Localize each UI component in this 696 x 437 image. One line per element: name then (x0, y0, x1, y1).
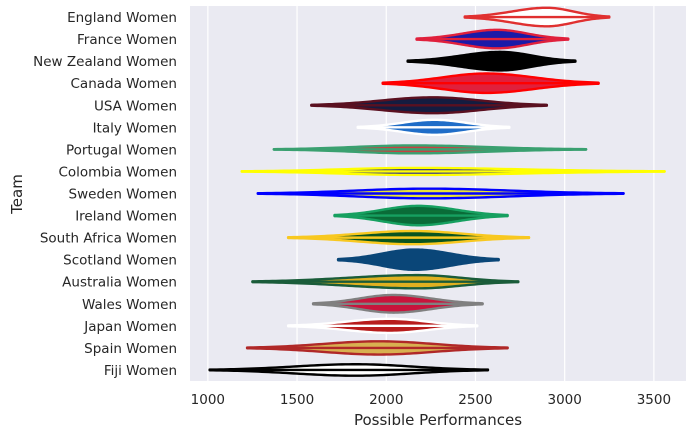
x-tick-label: 2000 (369, 392, 403, 408)
y-tick-label: Canada Women (71, 76, 178, 92)
y-tick-labels: England Women France Women New Zealand Wom… (33, 10, 177, 379)
y-tick-label: Spain Women (84, 341, 177, 357)
y-tick-label: Scotland Women (63, 253, 177, 269)
y-tick-label: USA Women (94, 98, 177, 114)
y-tick-label: Japan Women (83, 319, 177, 335)
y-tick-label: New Zealand Women (33, 54, 177, 70)
x-axis-title: Possible Performances (354, 411, 522, 429)
y-tick-label: Australia Women (62, 275, 177, 291)
y-tick-label: Italy Women (93, 120, 177, 136)
y-tick-label: South Africa Women (40, 231, 177, 247)
x-tick-label: 3500 (637, 392, 671, 408)
y-tick-label: Sweden Women (69, 187, 177, 203)
x-tick-label: 1000 (191, 392, 225, 408)
y-tick-label: England Women (67, 10, 177, 26)
y-tick-label: France Women (77, 32, 177, 48)
x-tick-label: 1500 (280, 392, 314, 408)
y-tick-label: Portugal Women (66, 142, 177, 158)
y-axis-title: Team (8, 174, 26, 215)
y-tick-label: Fiji Women (104, 363, 177, 379)
y-tick-label: Wales Women (82, 297, 177, 313)
y-tick-label: Colombia Women (58, 164, 177, 180)
x-tick-labels: 1000 1500 2000 2500 3000 3500 (191, 392, 671, 408)
violins (208, 6, 666, 377)
x-tick-label: 3000 (547, 392, 581, 408)
x-tick-label: 2500 (458, 392, 492, 408)
y-tick-label: Ireland Women (75, 209, 177, 225)
